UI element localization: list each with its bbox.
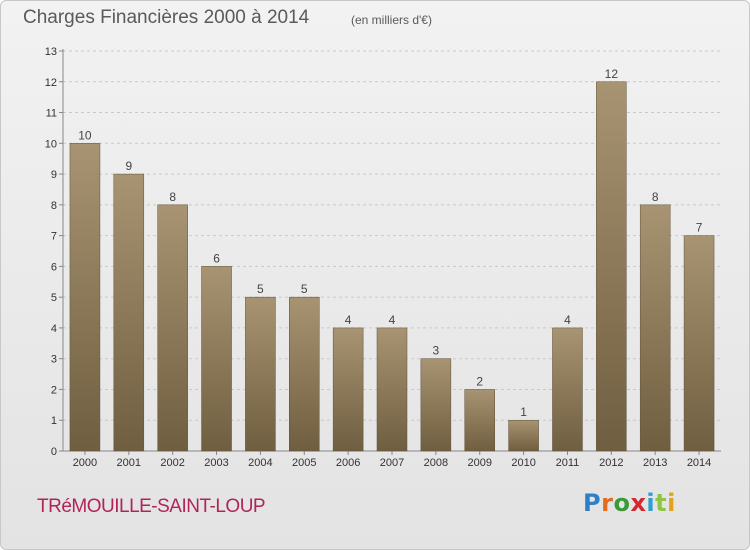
bar-2009	[464, 389, 495, 452]
x-tick-label-2002: 2002	[160, 457, 184, 469]
bar-2004	[245, 296, 276, 452]
data-label-2012: 12	[605, 67, 619, 81]
y-tick-label: 2	[51, 384, 57, 396]
y-tick-label: 11	[46, 108, 57, 120]
bar-2010	[508, 419, 539, 452]
chart-subtitle: (en milliers d'€)	[351, 13, 432, 27]
bar-2014	[683, 235, 715, 452]
y-tick-label: 0	[51, 446, 57, 458]
data-label-2014: 7	[696, 221, 703, 235]
bar-2008	[420, 358, 452, 452]
x-tick-label-2008: 2008	[424, 457, 448, 469]
bar-2002	[157, 204, 188, 452]
data-label-2007: 4	[389, 313, 396, 327]
data-label-2003: 6	[213, 251, 220, 265]
y-tick-label: 6	[51, 261, 57, 273]
y-tick-label: 4	[51, 323, 57, 335]
x-tick-label-2004: 2004	[248, 457, 272, 469]
bar-2011	[552, 327, 583, 452]
bar-2006	[332, 327, 364, 452]
y-tick-label: 7	[51, 231, 57, 243]
y-tick-label: 1	[51, 415, 57, 427]
data-label-2004: 5	[257, 282, 264, 296]
bar-2003	[201, 266, 232, 452]
y-tick-label: 3	[51, 354, 57, 366]
y-tick-label: 9	[51, 169, 57, 181]
x-tick-label-2005: 2005	[292, 457, 316, 469]
data-label-2008: 3	[433, 344, 440, 358]
bar-2007	[376, 327, 408, 452]
data-label-2013: 8	[652, 190, 659, 204]
data-label-2000: 10	[78, 128, 92, 142]
bar-2001	[113, 173, 145, 452]
x-tick-label-2010: 2010	[511, 457, 535, 469]
x-tick-label-2003: 2003	[204, 457, 228, 469]
bar-2000	[69, 143, 101, 452]
x-tick-label-2006: 2006	[336, 457, 360, 469]
data-label-2005: 5	[301, 282, 308, 296]
data-label-2006: 4	[345, 313, 352, 327]
x-tick-label-2014: 2014	[687, 457, 711, 469]
data-label-2001: 9	[125, 159, 132, 173]
x-tick-label-2011: 2011	[556, 457, 580, 469]
x-tick-label-2012: 2012	[599, 457, 623, 469]
x-tick-label-2013: 2013	[643, 457, 667, 469]
y-tick-label: 12	[45, 77, 57, 89]
bar-2013	[639, 204, 671, 452]
chart-title: Charges Financières 2000 à 2014	[23, 7, 310, 28]
data-label-2009: 2	[476, 374, 483, 388]
y-tick-label: 10	[45, 138, 57, 150]
data-label-2002: 8	[169, 190, 176, 204]
x-tick-label-2001: 2001	[117, 457, 141, 469]
bar-2012	[596, 81, 627, 452]
x-tick-label-2007: 2007	[380, 457, 404, 469]
data-label-2011: 4	[564, 313, 571, 327]
data-label-2010: 1	[520, 405, 527, 419]
y-tick-label: 13	[45, 46, 57, 58]
bar-2005	[289, 296, 320, 452]
y-tick-label: 5	[51, 292, 57, 304]
x-tick-label-2000: 2000	[73, 457, 97, 469]
y-tick-label: 8	[51, 200, 57, 212]
proxiti-logo: Proxiti	[583, 489, 676, 517]
x-tick-label-2009: 2009	[467, 457, 491, 469]
commune-name: TRéMOUILLE-SAINT-LOUP	[37, 496, 266, 517]
